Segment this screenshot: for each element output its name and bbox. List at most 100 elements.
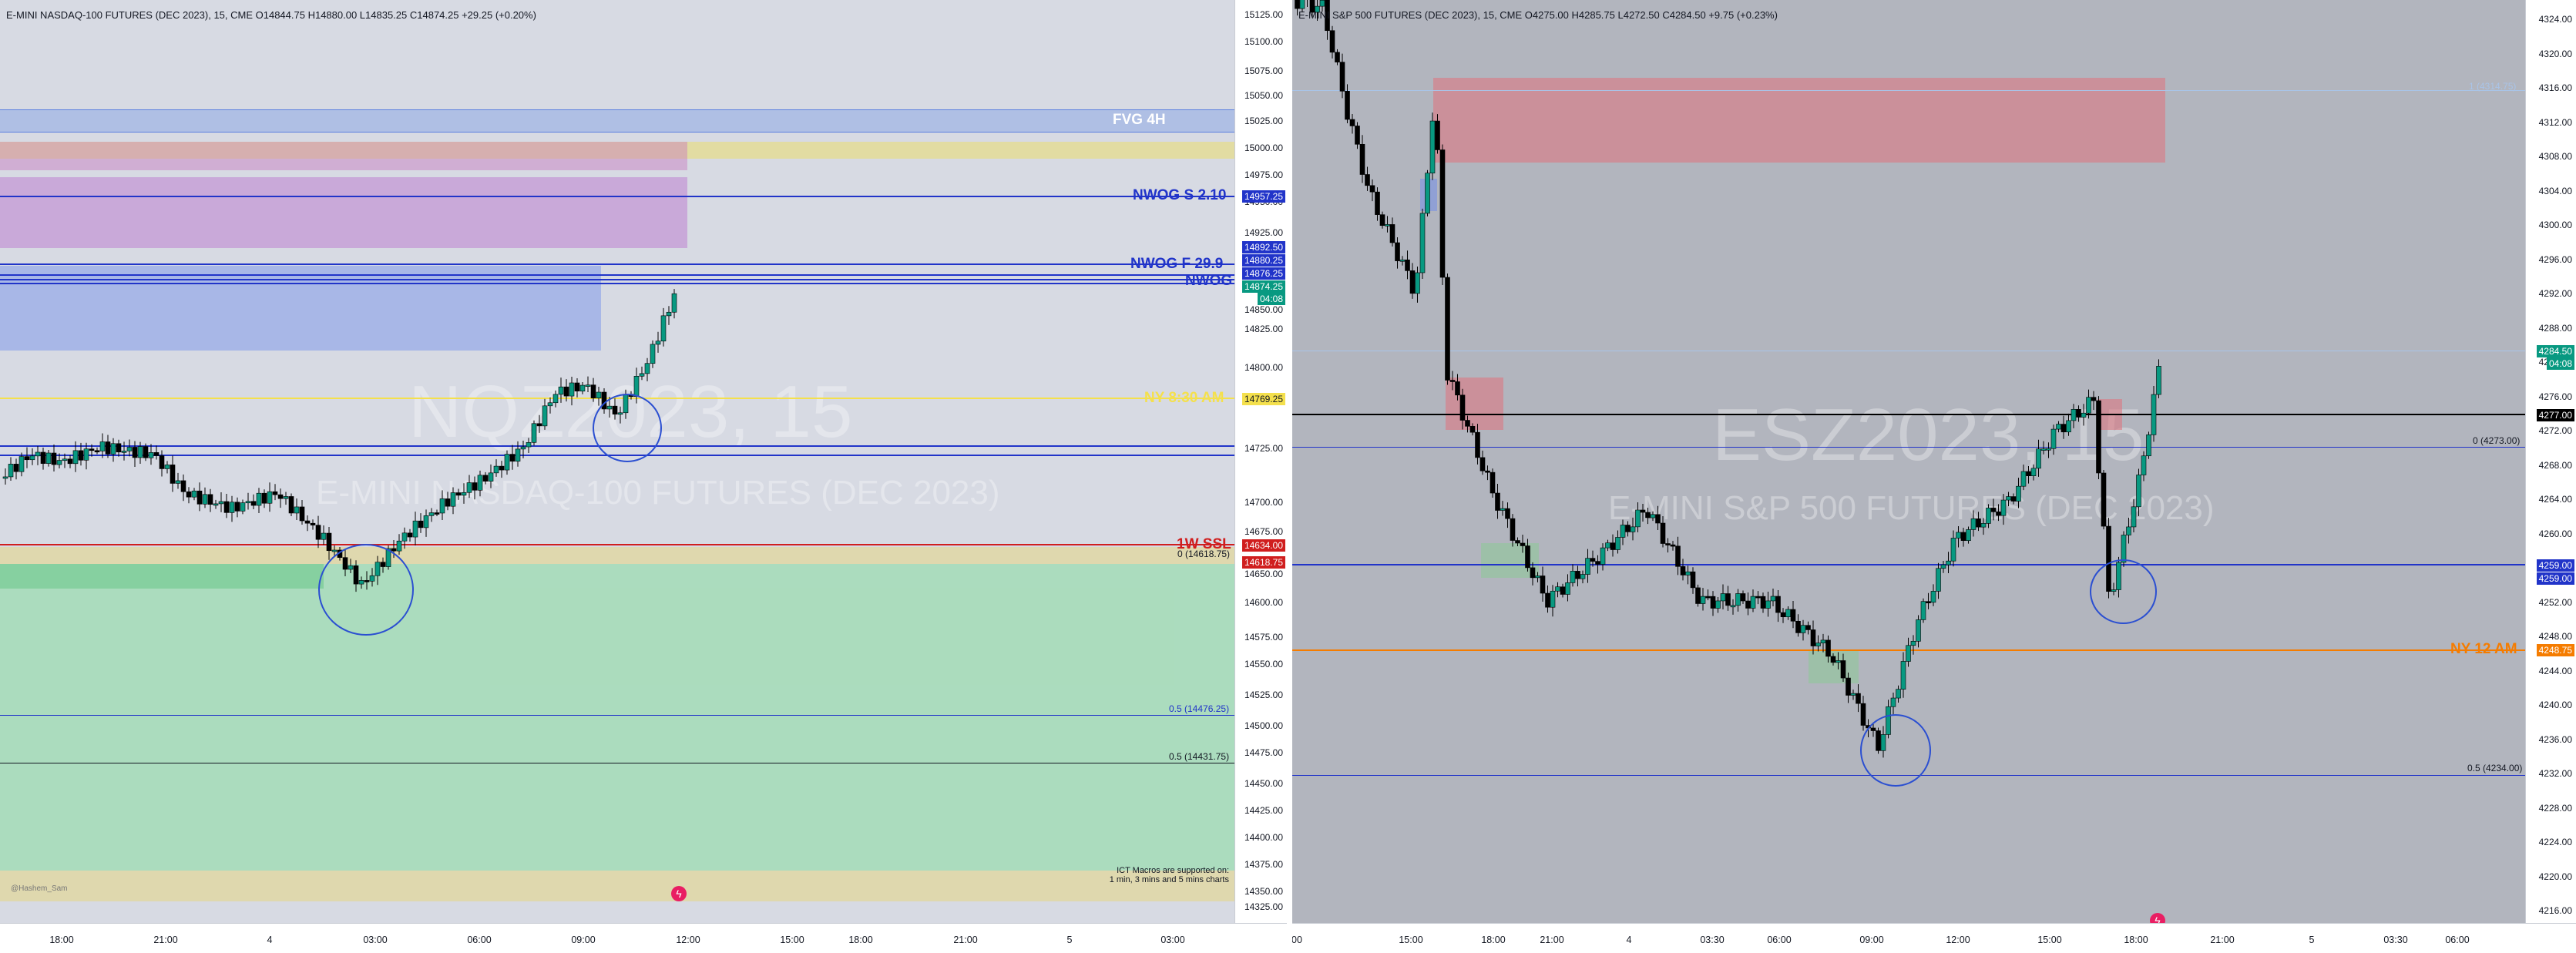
bottom-tan-zone[interactable] — [0, 871, 1234, 901]
es-candle — [1755, 596, 1761, 599]
tag-countdown: 04:08 — [1257, 293, 1285, 305]
es-candle — [1339, 62, 1345, 92]
nq-price-tick: 14350.00 — [1244, 886, 1283, 897]
es-candle — [1505, 508, 1510, 519]
nq-candle — [558, 386, 564, 395]
tan-zone[interactable] — [0, 547, 1234, 564]
fib-0-label-es: 0 (4273.00) — [2473, 435, 2521, 446]
tag-es-countdown: 04:08 — [2546, 357, 2574, 370]
es-candle — [2121, 535, 2127, 563]
es-plot-area[interactable]: ESZ2023, 15 E-MINI S&P 500 FUTURES (DEC … — [1292, 0, 2525, 923]
es-price-tick: 4260.00 — [2538, 528, 2572, 539]
pane-divider[interactable] — [1287, 0, 1292, 953]
pink-zone[interactable] — [0, 142, 687, 170]
fvg-4h-zone[interactable] — [0, 109, 1234, 133]
nq-candle — [299, 506, 305, 522]
nwog-s-line[interactable] — [0, 196, 1234, 197]
black-line[interactable] — [1292, 414, 2525, 415]
nq-candle — [569, 382, 575, 397]
green-zone[interactable] — [0, 564, 1234, 871]
es-candle — [1996, 512, 2001, 516]
purple-zone[interactable] — [0, 177, 687, 248]
es-price-tick: 4296.00 — [2538, 253, 2572, 265]
nq-candle — [445, 498, 451, 507]
nq-price-tick: 14925.00 — [1244, 227, 1283, 238]
tag-es-ny12: 4248.75 — [2536, 644, 2574, 656]
ssl-line[interactable] — [0, 544, 1234, 545]
nq-price-tick: 14600.00 — [1244, 597, 1283, 608]
nq-candle — [218, 501, 224, 505]
nq-plot-area[interactable]: NQZ2023, 15 E-MINI NASDAQ-100 FUTURES (D… — [0, 0, 1234, 923]
es-price-tick: 4276.00 — [2538, 391, 2572, 402]
es-candle — [1960, 532, 1966, 541]
tag-es-black: 4277.00 — [2536, 409, 2574, 421]
nq-candle — [434, 512, 440, 515]
nq-candle — [40, 451, 46, 464]
nq-price-tick: 14575.00 — [1244, 632, 1283, 643]
tag-14880: 14880.25 — [1241, 254, 1285, 267]
nq-candle — [499, 465, 505, 471]
lightning-icon-es[interactable]: ϟ — [2150, 913, 2165, 923]
es-candle — [1936, 568, 1941, 592]
es-candle — [1580, 574, 1586, 579]
es-candle — [1770, 596, 1776, 602]
nwog-s-label: NWOG S 2.10 — [1133, 187, 1227, 203]
es-candle — [1495, 492, 1500, 511]
es-candle — [1660, 522, 1666, 544]
es-candle — [1635, 509, 1641, 528]
es-time-axis[interactable]: 00 15:00 18:00 21:00 4 03:30 06:00 09:00 12:00 15… — [1292, 923, 2576, 953]
nq-price-tick: 14700.00 — [1244, 497, 1283, 508]
es-candle — [1685, 571, 1691, 575]
yellow-zone[interactable] — [0, 142, 1234, 159]
tag-nwog-s: 14957.25 — [1241, 190, 1285, 203]
es-time-label: 06:00 — [2445, 935, 2470, 945]
nwog-line-3[interactable] — [0, 283, 1234, 284]
es-candle — [1665, 543, 1671, 545]
fib-05a-line[interactable] — [0, 715, 1234, 716]
nq-time-axis[interactable]: 18:00 21:00 4 03:00 06:00 09:00 12:00 15:00 18:0… — [0, 923, 1287, 953]
red-zone-top[interactable] — [1433, 78, 2165, 163]
es-candle — [1425, 173, 1430, 214]
es-price-tick: 4240.00 — [2538, 700, 2572, 710]
nq-time-label: 18:00 — [49, 935, 74, 945]
nwog-line-2[interactable] — [0, 279, 1234, 280]
fib-05-label-es: 0.5 (4234.00) — [2467, 763, 2523, 773]
es-candle — [1620, 525, 1626, 538]
es-time-label: 03:30 — [2383, 935, 2408, 945]
es-candle — [1520, 542, 1526, 546]
nq-price-tick: 15000.00 — [1244, 143, 1283, 153]
tag-es-blue1: 4259.00 — [2536, 559, 2574, 572]
nq-candle — [78, 450, 84, 461]
es-candle — [1485, 470, 1490, 473]
es-price-tick: 4300.00 — [2538, 220, 2572, 230]
nq-price-axis[interactable]: 15125.00 15100.00 15075.00 15050.00 15025.00… — [1234, 0, 1287, 923]
es-candle — [1395, 242, 1400, 261]
nq-candle — [644, 363, 650, 374]
nq-candle — [450, 492, 456, 507]
es-candle — [1690, 571, 1696, 589]
es-candle — [1570, 571, 1576, 583]
es-candle — [1745, 600, 1751, 609]
nwog-f-line[interactable] — [0, 263, 1234, 265]
nwog-line-1[interactable] — [0, 274, 1234, 276]
fib-top-line[interactable] — [1292, 90, 2525, 91]
es-price-tick: 4308.00 — [2538, 151, 2572, 162]
es-candle — [1365, 174, 1370, 186]
es-candle — [2060, 424, 2067, 433]
tag-fib0: 14618.75 — [1241, 556, 1285, 569]
es-candle — [1309, 0, 1315, 13]
lightning-icon[interactable]: ϟ — [671, 886, 687, 901]
nq-time-label: 06:00 — [467, 935, 492, 945]
nq-chart-pane[interactable]: NQZ2023, 15 E-MINI NASDAQ-100 FUTURES (D… — [0, 0, 1287, 953]
es-candle — [2071, 409, 2077, 421]
nq-candle — [51, 452, 57, 465]
nq-candle — [418, 520, 424, 529]
es-price-tick: 4252.00 — [2538, 596, 2572, 608]
green-zone-dark[interactable] — [0, 564, 324, 589]
nq-candle — [29, 455, 35, 461]
fib-0-line[interactable] — [1292, 447, 2525, 448]
blue-level-line[interactable] — [1292, 564, 2525, 565]
es-chart-pane[interactable]: ESZ2023, 15 E-MINI S&P 500 FUTURES (DEC … — [1292, 0, 2576, 953]
es-price-axis[interactable]: 4324.00 4320.00 4316.00 4312.00 4308.00 4304.… — [2525, 0, 2576, 923]
es-candle — [2066, 420, 2071, 433]
